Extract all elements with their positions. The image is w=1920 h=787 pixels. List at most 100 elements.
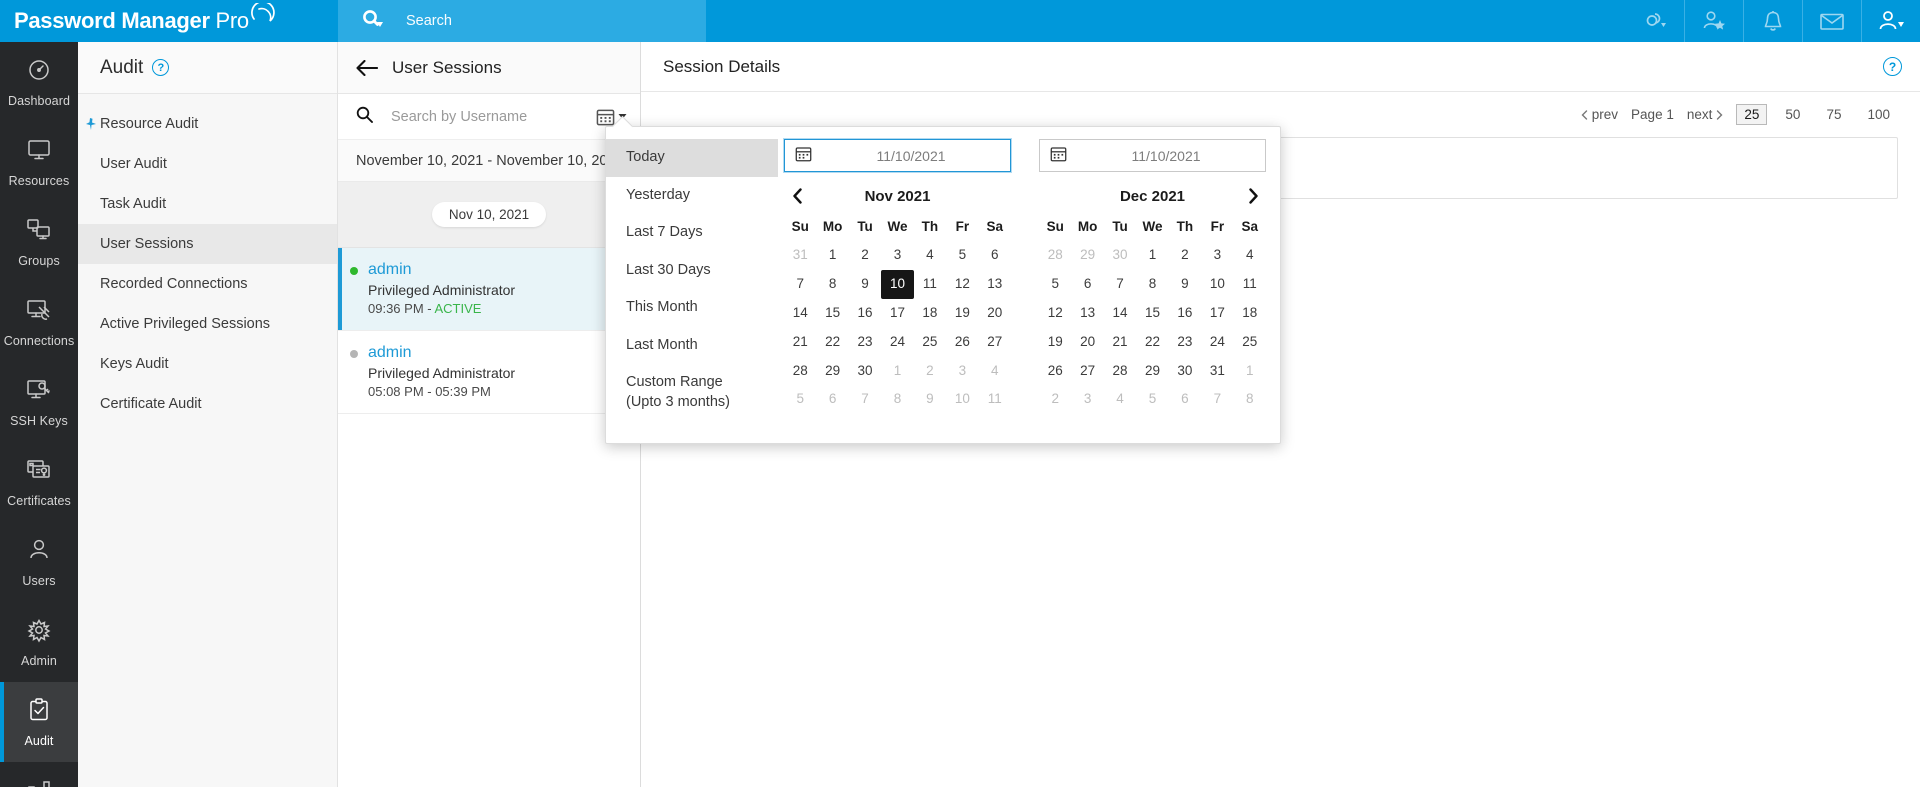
- calendar-day[interactable]: 2: [926, 362, 934, 378]
- calendar-day[interactable]: 14: [1112, 304, 1128, 320]
- rail-item-users[interactable]: Users: [0, 522, 78, 602]
- bell-icon[interactable]: [1743, 0, 1802, 42]
- calendar-day[interactable]: 13: [987, 275, 1003, 291]
- calendar-day[interactable]: 10: [954, 391, 970, 407]
- calendar-day[interactable]: 24: [1209, 333, 1225, 349]
- session-list-item[interactable]: admin Privileged Administrator 09:36 PM - …: [338, 248, 640, 331]
- calendar-day[interactable]: 10: [1209, 275, 1225, 291]
- page-size-75[interactable]: 75: [1826, 107, 1842, 122]
- search-dropdown-icon[interactable]: [362, 9, 384, 34]
- calendar-day[interactable]: 6: [828, 391, 837, 407]
- search-input[interactable]: [391, 108, 578, 125]
- rail-item-dashboard[interactable]: Dashboard: [0, 42, 78, 122]
- calendar-day[interactable]: 2: [1181, 247, 1189, 262]
- calendar-day[interactable]: 18: [1242, 304, 1258, 320]
- user-star-icon[interactable]: [1684, 0, 1743, 42]
- envelope-icon[interactable]: [1802, 0, 1861, 42]
- global-search[interactable]: Search: [338, 0, 706, 42]
- calendar-day[interactable]: 11: [1242, 275, 1257, 291]
- calendar-day[interactable]: 6: [1181, 391, 1189, 407]
- rail-item-ssh-keys[interactable]: SSH Keys: [0, 362, 78, 442]
- brand-logo[interactable]: Password Manager Pro: [0, 0, 338, 42]
- calendar-day[interactable]: 11: [922, 275, 937, 291]
- calendar-day[interactable]: 28: [1112, 362, 1128, 378]
- rail-item-audit[interactable]: Audit: [0, 682, 78, 762]
- calendar-day[interactable]: 8: [828, 275, 837, 291]
- submenu-item-active-privileged-sessions[interactable]: Active Privileged Sessions: [78, 304, 337, 344]
- calendar-day[interactable]: 31: [1209, 362, 1225, 378]
- calendar-day[interactable]: 25: [922, 333, 938, 349]
- submenu-item-user-audit[interactable]: User Audit: [78, 144, 337, 184]
- calendar-day[interactable]: 17: [1209, 304, 1225, 320]
- calendar-day[interactable]: 26: [1047, 362, 1063, 378]
- calendar-day[interactable]: 21: [792, 333, 808, 349]
- submenu-item-resource-audit[interactable]: Resource Audit: [78, 104, 337, 144]
- calendar-day[interactable]: 1: [1246, 362, 1254, 378]
- calendar-day[interactable]: 5: [796, 391, 804, 407]
- link-dropdown-icon[interactable]: [1625, 0, 1684, 42]
- calendar-day[interactable]: 6: [991, 247, 999, 262]
- calendar-day[interactable]: 2: [1051, 391, 1059, 407]
- calendar-day[interactable]: 28: [1047, 247, 1063, 262]
- calendar-day[interactable]: 9: [926, 391, 934, 407]
- calendar-day[interactable]: 27: [987, 333, 1003, 349]
- date-range-label[interactable]: November 10, 2021 - November 10, 2021: [338, 140, 640, 182]
- calendar-next-month-button[interactable]: [1244, 188, 1262, 204]
- date-preset-today[interactable]: Today: [606, 139, 778, 177]
- calendar-day[interactable]: 26: [954, 333, 970, 349]
- help-icon[interactable]: ?: [152, 59, 170, 76]
- calendar-day[interactable]: 29: [825, 362, 841, 378]
- calendar-day[interactable]: 4: [926, 247, 934, 262]
- submenu-item-certificate-audit[interactable]: Certificate Audit: [78, 384, 337, 424]
- calendar-day[interactable]: 7: [796, 275, 804, 291]
- calendar-day[interactable]: 20: [987, 304, 1003, 320]
- calendar-day[interactable]: 2: [861, 247, 869, 262]
- date-preset-this-month[interactable]: This Month: [626, 299, 698, 316]
- page-size-25[interactable]: 25: [1736, 104, 1768, 125]
- session-list-item[interactable]: admin Privileged Administrator 05:08 PM - …: [338, 331, 640, 414]
- pin-icon[interactable]: [85, 117, 98, 135]
- rail-item-groups[interactable]: Groups: [0, 202, 78, 282]
- calendar-prev-month-button[interactable]: [788, 188, 806, 204]
- calendar-day[interactable]: 16: [1177, 304, 1193, 320]
- calendar-day[interactable]: 7: [861, 391, 869, 407]
- start-date-input[interactable]: 11/10/2021: [784, 139, 1011, 172]
- calendar-day[interactable]: 8: [893, 391, 902, 407]
- calendar-day[interactable]: 9: [1181, 275, 1189, 291]
- calendar-day[interactable]: 4: [1246, 247, 1254, 262]
- calendar-day[interactable]: 16: [857, 304, 873, 320]
- calendar-day[interactable]: 18: [922, 304, 938, 320]
- submenu-item-user-sessions[interactable]: User Sessions: [78, 224, 337, 264]
- submenu-item-recorded-connections[interactable]: Recorded Connections: [78, 264, 337, 304]
- calendar-day[interactable]: 19: [954, 304, 970, 320]
- calendar-day[interactable]: 5: [958, 247, 967, 262]
- calendar-day[interactable]: 24: [889, 333, 905, 349]
- calendar-day[interactable]: 29: [1144, 362, 1160, 378]
- calendar-day[interactable]: 31: [792, 247, 808, 262]
- calendar-day[interactable]: 7: [1213, 391, 1222, 407]
- calendar-day[interactable]: 4: [1116, 391, 1124, 407]
- rail-item-connections[interactable]: Connections: [0, 282, 78, 362]
- rail-item-resources[interactable]: Resources: [0, 122, 78, 202]
- calendar-day[interactable]: 21: [1112, 333, 1128, 349]
- calendar-day[interactable]: 5: [1051, 275, 1059, 291]
- submenu-item-task-audit[interactable]: Task Audit: [78, 184, 337, 224]
- calendar-day[interactable]: 23: [857, 333, 873, 349]
- calendar-day[interactable]: 22: [1144, 333, 1160, 349]
- calendar-day[interactable]: 17: [889, 304, 905, 320]
- calendar-day[interactable]: 25: [1242, 333, 1258, 349]
- calendar-day[interactable]: 7: [1116, 275, 1124, 291]
- calendar-day[interactable]: 23: [1177, 333, 1193, 349]
- calendar-day[interactable]: 29: [1080, 247, 1096, 262]
- calendar-day[interactable]: 1: [828, 247, 837, 262]
- calendar-day[interactable]: 5: [1148, 391, 1157, 407]
- calendar-day[interactable]: 6: [1083, 275, 1092, 291]
- back-arrow-icon[interactable]: [356, 59, 378, 76]
- page-size-50[interactable]: 50: [1785, 107, 1801, 122]
- end-date-input[interactable]: 11/10/2021: [1039, 139, 1266, 172]
- calendar-day[interactable]: 10: [881, 269, 914, 299]
- calendar-day[interactable]: 13: [1080, 304, 1096, 320]
- calendar-day[interactable]: 8: [1246, 391, 1254, 407]
- calendar-day[interactable]: 1: [893, 362, 902, 378]
- calendar-day[interactable]: 15: [825, 304, 841, 320]
